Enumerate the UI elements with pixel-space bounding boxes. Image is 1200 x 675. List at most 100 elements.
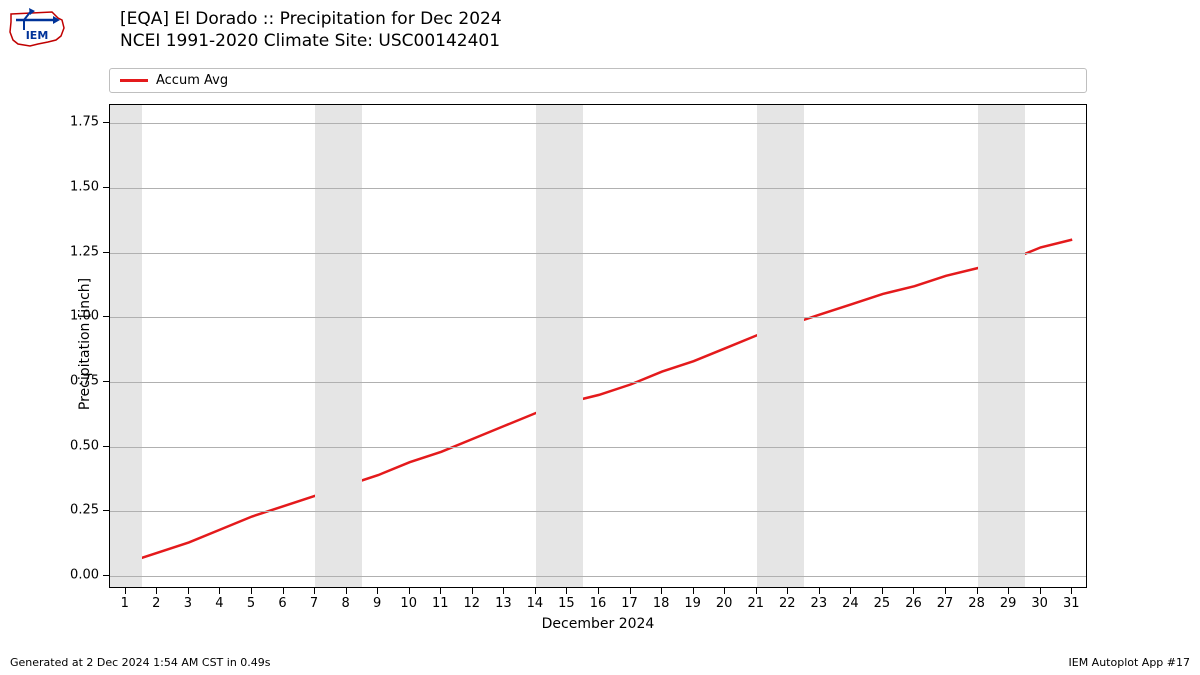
- gridline: [110, 447, 1086, 448]
- x-tick-label: 8: [341, 596, 349, 611]
- x-tick: [440, 588, 441, 594]
- x-tick-label: 19: [684, 596, 701, 611]
- plot-area: [109, 104, 1087, 588]
- chart-title: [EQA] El Dorado :: Precipitation for Dec…: [120, 8, 502, 52]
- x-tick-label: 29: [1000, 596, 1017, 611]
- y-tick: [103, 510, 109, 511]
- legend: Accum Avg: [109, 68, 1087, 93]
- x-tick: [630, 588, 631, 594]
- y-tick-label: 1.25: [61, 244, 99, 259]
- chart-container: IEM [EQA] El Dorado :: Precipitation for…: [0, 0, 1200, 675]
- y-tick: [103, 446, 109, 447]
- legend-swatch: [120, 79, 148, 82]
- x-tick: [756, 588, 757, 594]
- legend-label: Accum Avg: [156, 73, 228, 88]
- gridline: [110, 511, 1086, 512]
- x-tick-label: 4: [215, 596, 223, 611]
- y-tick-label: 0.75: [61, 373, 99, 388]
- x-tick-label: 23: [811, 596, 828, 611]
- x-tick: [1040, 588, 1041, 594]
- x-tick: [283, 588, 284, 594]
- weekend-band: [978, 105, 1025, 587]
- title-line-2: NCEI 1991-2020 Climate Site: USC00142401: [120, 30, 502, 52]
- x-tick-label: 12: [464, 596, 481, 611]
- x-tick: [882, 588, 883, 594]
- x-tick-label: 3: [184, 596, 192, 611]
- x-tick: [219, 588, 220, 594]
- weekend-band: [315, 105, 362, 587]
- gridline: [110, 123, 1086, 124]
- x-tick: [535, 588, 536, 594]
- x-tick: [125, 588, 126, 594]
- weekend-band: [110, 105, 142, 587]
- x-tick: [1071, 588, 1072, 594]
- svg-text:IEM: IEM: [26, 29, 49, 42]
- gridline: [110, 382, 1086, 383]
- x-tick: [661, 588, 662, 594]
- x-tick: [346, 588, 347, 594]
- y-tick-label: 1.50: [61, 179, 99, 194]
- x-tick-label: 20: [716, 596, 733, 611]
- x-tick-label: 14: [527, 596, 544, 611]
- weekend-band: [757, 105, 804, 587]
- x-tick-label: 28: [968, 596, 985, 611]
- iem-logo: IEM: [8, 6, 68, 52]
- x-tick: [566, 588, 567, 594]
- y-tick-label: 1.00: [61, 309, 99, 324]
- footer-app: IEM Autoplot App #17: [1069, 656, 1191, 669]
- y-axis-label: Precipitation [inch]: [77, 278, 93, 410]
- gridline: [110, 188, 1086, 189]
- x-tick: [251, 588, 252, 594]
- x-tick: [472, 588, 473, 594]
- x-tick-label: 30: [1031, 596, 1048, 611]
- x-tick-label: 27: [937, 596, 954, 611]
- title-line-1: [EQA] El Dorado :: Precipitation for Dec…: [120, 8, 502, 30]
- x-tick-label: 18: [653, 596, 670, 611]
- x-tick: [598, 588, 599, 594]
- y-tick-label: 1.75: [61, 115, 99, 130]
- x-tick-label: 2: [152, 596, 160, 611]
- x-tick-label: 24: [842, 596, 859, 611]
- y-tick: [103, 122, 109, 123]
- gridline: [110, 576, 1086, 577]
- x-tick: [377, 588, 378, 594]
- x-tick-label: 25: [874, 596, 891, 611]
- y-tick: [103, 381, 109, 382]
- gridline: [110, 253, 1086, 254]
- x-axis-label: December 2024: [109, 616, 1087, 632]
- x-tick: [693, 588, 694, 594]
- y-tick: [103, 252, 109, 253]
- x-tick-label: 26: [905, 596, 922, 611]
- y-tick: [103, 575, 109, 576]
- x-tick: [156, 588, 157, 594]
- x-tick-label: 13: [495, 596, 512, 611]
- footer-generated: Generated at 2 Dec 2024 1:54 AM CST in 0…: [10, 656, 271, 669]
- x-tick: [1008, 588, 1009, 594]
- x-tick: [977, 588, 978, 594]
- x-tick: [409, 588, 410, 594]
- x-tick: [188, 588, 189, 594]
- x-tick: [314, 588, 315, 594]
- x-tick-label: 11: [432, 596, 449, 611]
- x-tick-label: 15: [558, 596, 575, 611]
- y-tick: [103, 316, 109, 317]
- x-tick: [503, 588, 504, 594]
- series-line: [126, 240, 1072, 563]
- x-tick: [819, 588, 820, 594]
- y-tick-label: 0.50: [61, 438, 99, 453]
- x-tick-label: 6: [278, 596, 286, 611]
- x-tick: [787, 588, 788, 594]
- x-tick: [913, 588, 914, 594]
- data-line: [110, 105, 1088, 589]
- x-tick-label: 22: [779, 596, 796, 611]
- x-tick-label: 7: [310, 596, 318, 611]
- weekend-band: [536, 105, 583, 587]
- x-tick-label: 17: [621, 596, 638, 611]
- x-tick-label: 5: [247, 596, 255, 611]
- x-tick: [724, 588, 725, 594]
- x-tick-label: 16: [590, 596, 607, 611]
- x-tick-label: 10: [400, 596, 417, 611]
- y-tick-label: 0.00: [61, 568, 99, 583]
- x-tick-label: 9: [373, 596, 381, 611]
- x-tick: [945, 588, 946, 594]
